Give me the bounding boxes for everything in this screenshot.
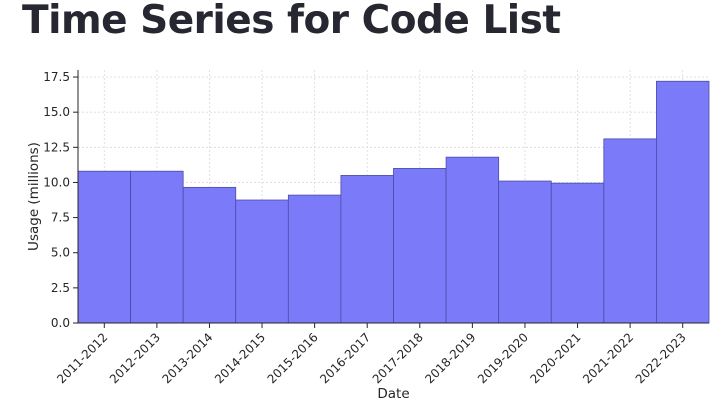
bar-2014-2015 — [235, 199, 289, 324]
bar-2018-2019 — [445, 156, 500, 324]
bar-2015-2016 — [287, 194, 342, 324]
x-ticks: 2011-20122012-20132013-20142014-20152015… — [54, 323, 689, 386]
bar-2017-2018 — [393, 167, 447, 324]
y-tick-label: 0.0 — [51, 316, 70, 330]
x-tick-label: 2014-2015 — [212, 330, 268, 386]
y-tick-label: 7.5 — [51, 211, 70, 225]
x-axis-title: Date — [377, 386, 409, 402]
bar-2013-2014 — [182, 186, 237, 324]
page-title: Time Series for Code List — [22, 0, 561, 43]
bars-layer — [77, 80, 710, 324]
x-tick-label: 2018-2019 — [422, 330, 478, 386]
bar-2016-2017 — [340, 175, 394, 324]
x-tick-label: 2013-2014 — [159, 330, 215, 386]
bar-2020-2021 — [550, 182, 605, 324]
y-tick-label: 12.5 — [43, 140, 70, 154]
bar-2019-2020 — [498, 180, 552, 324]
y-ticks: 0.0 2.5 5.0 7.5 10.0 12.5 15.0 17.5 — [43, 70, 78, 330]
x-tick-label: 2017-2018 — [370, 330, 426, 386]
x-tick-label: 2019-2020 — [475, 330, 531, 386]
y-tick-label: 10.0 — [43, 175, 70, 189]
x-tick-label: 2012-2013 — [107, 330, 163, 386]
y-tick-label: 5.0 — [51, 246, 70, 260]
x-tick-label: 2015-2016 — [265, 330, 321, 386]
y-tick-label: 15.0 — [43, 105, 70, 119]
bar-2021-2022 — [603, 138, 657, 324]
x-tick-label: 2022-2023 — [633, 330, 689, 386]
x-tick-label: 2020-2021 — [528, 330, 584, 386]
x-tick-label: 2016-2017 — [317, 330, 373, 386]
bar-2022-2023 — [656, 80, 710, 324]
y-axis-title: Usage (millions) — [26, 142, 42, 251]
y-tick-label: 17.5 — [43, 70, 70, 84]
x-tick-label: 2011-2012 — [54, 330, 110, 386]
x-tick-label: 2021-2022 — [580, 330, 636, 386]
bar-2012-2013 — [130, 170, 184, 324]
y-tick-label: 2.5 — [51, 281, 70, 295]
bar-2011-2012 — [77, 170, 131, 324]
